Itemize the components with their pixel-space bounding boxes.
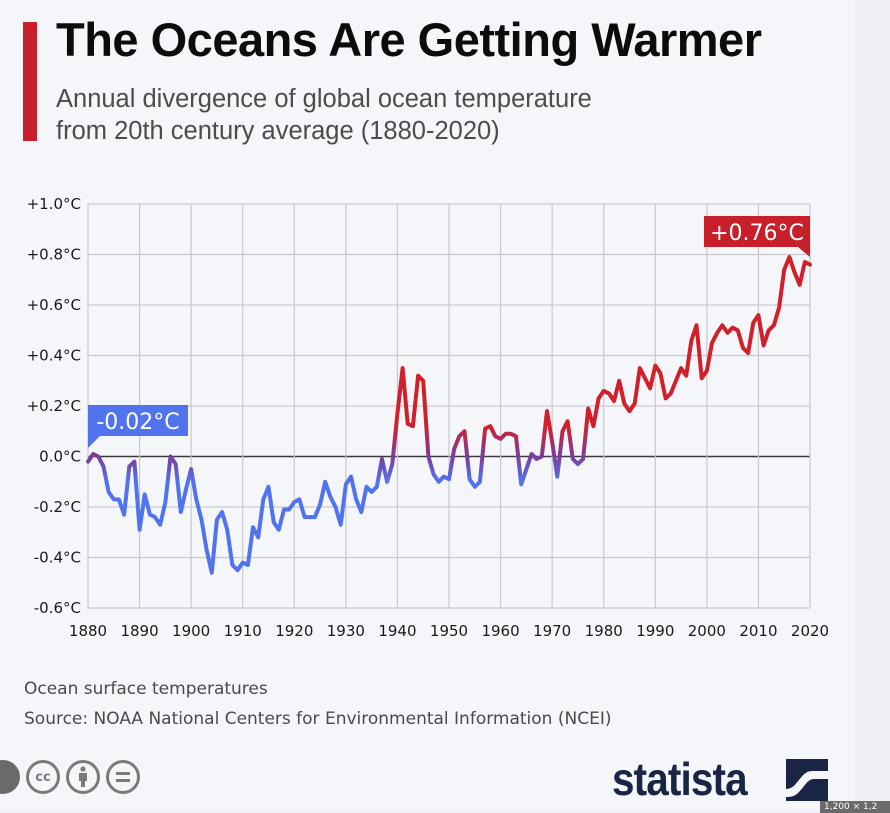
person-glyph xyxy=(76,766,90,788)
footer-note: Ocean surface temperatures xyxy=(24,679,268,699)
grid-lines xyxy=(88,204,810,608)
y-tick-label: 0.0°C xyxy=(39,448,81,466)
infographic-card: The Oceans Are Getting Warmer Annual div… xyxy=(0,0,855,811)
no-derivatives-icon[interactable] xyxy=(106,760,140,794)
title-accent-bar xyxy=(23,22,37,141)
y-tick-label: +0.4°C xyxy=(27,347,81,365)
x-tick-label: 1900 xyxy=(172,622,210,640)
attribution-icon[interactable] xyxy=(66,760,100,794)
statista-mark-icon xyxy=(786,759,828,801)
image-size-badge: 1,200 × 1,2 xyxy=(820,801,890,813)
chart-subtitle: Annual divergence of global ocean temper… xyxy=(56,83,776,147)
x-axis: 1880 1890 1900 1910 1920 1930 1940 1950 1960 1970… xyxy=(69,622,829,640)
y-tick-label: +0.8°C xyxy=(27,246,81,264)
statista-logo[interactable]: statista xyxy=(612,752,765,806)
cc-icon[interactable]: cc xyxy=(26,760,60,794)
x-tick-label: 1960 xyxy=(481,622,519,640)
subtitle-line-2: from 20th century average (1880-2020) xyxy=(56,115,776,147)
annotation-start-label: -0.02°C xyxy=(96,410,179,435)
y-tick-label: +0.6°C xyxy=(27,296,81,314)
x-tick-label: 1930 xyxy=(327,622,365,640)
x-tick-label: 1950 xyxy=(430,622,468,640)
x-tick-label: 1990 xyxy=(636,622,674,640)
subtitle-line-1: Annual divergence of global ocean temper… xyxy=(56,83,776,115)
y-tick-label: -0.6°C xyxy=(34,599,81,617)
y-tick-label: -0.2°C xyxy=(34,498,81,516)
line-chart: -0.6°C -0.4°C -0.2°C 0.0°C +0.2°C +0.4°C +0.6°… xyxy=(0,180,855,660)
annotation-start: -0.02°C xyxy=(88,405,188,448)
x-tick-label: 2010 xyxy=(739,622,777,640)
chart-title: The Oceans Are Getting Warmer xyxy=(56,12,762,67)
license-icons: cc xyxy=(0,760,140,794)
annotation-end-label: +0.76°C xyxy=(710,221,804,246)
brand-wordmark: statista xyxy=(612,752,747,806)
equals-glyph xyxy=(115,771,131,783)
partial-circle-icon xyxy=(0,760,20,794)
y-tick-label: +1.0°C xyxy=(27,195,81,213)
x-tick-label: 1880 xyxy=(69,622,107,640)
x-tick-label: 1970 xyxy=(533,622,571,640)
y-axis: -0.6°C -0.4°C -0.2°C 0.0°C +0.2°C +0.4°C +0.6°… xyxy=(27,195,81,617)
source-link[interactable]: Source: NOAA National Centers for Enviro… xyxy=(24,709,611,729)
y-tick-label: +0.2°C xyxy=(27,397,81,415)
x-tick-label: 2020 xyxy=(791,622,829,640)
x-tick-label: 2000 xyxy=(688,622,726,640)
x-tick-label: 1940 xyxy=(378,622,416,640)
y-tick-label: -0.4°C xyxy=(34,549,81,567)
annotation-end: +0.76°C xyxy=(704,216,810,257)
x-tick-label: 1890 xyxy=(120,622,158,640)
x-tick-label: 1980 xyxy=(585,622,623,640)
x-tick-label: 1910 xyxy=(224,622,262,640)
x-tick-label: 1920 xyxy=(275,622,313,640)
